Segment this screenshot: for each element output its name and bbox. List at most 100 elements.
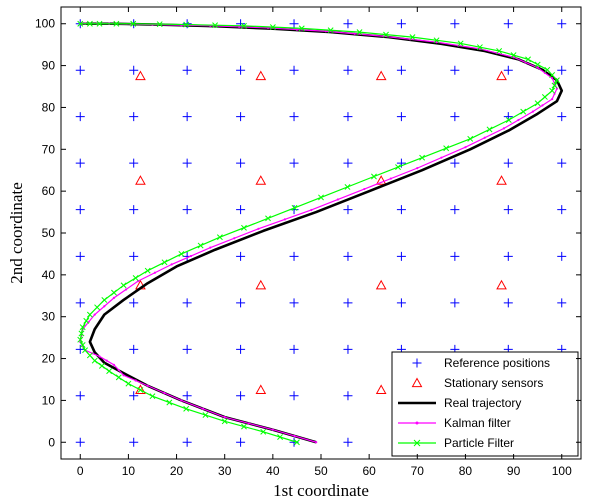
kalman-filter-point	[324, 30, 327, 33]
kalman-filter-point	[551, 77, 554, 80]
reference-position-marker	[182, 158, 192, 168]
particle-filter-point	[241, 224, 247, 231]
series-particle-filter	[77, 20, 560, 446]
reference-position-marker	[450, 158, 460, 168]
particle-filter-point	[525, 56, 531, 63]
reference-position-marker	[129, 65, 139, 75]
kalman-filter-point	[512, 56, 515, 59]
particle-filter-point	[178, 250, 185, 257]
reference-position-marker	[343, 205, 353, 215]
kalman-filter-point	[524, 61, 527, 64]
kalman-filter-point	[536, 66, 539, 69]
y-tick-label: 40	[42, 268, 56, 282]
reference-position-marker	[129, 391, 139, 401]
reference-position-marker	[396, 112, 406, 122]
reference-position-marker	[129, 158, 139, 168]
particle-filter-point	[94, 304, 101, 311]
reference-position-marker	[182, 298, 192, 308]
y-tick-label: 60	[42, 184, 56, 198]
particle-filter-point	[83, 317, 90, 324]
reference-position-marker	[396, 298, 406, 308]
kalman-filter-point	[440, 156, 443, 159]
particle-filter-point	[79, 342, 86, 348]
stationary-sensor-marker	[496, 175, 507, 185]
legend-entry: Real trajectory	[398, 396, 521, 410]
reference-position-marker	[289, 298, 299, 308]
kalman-filter-point	[233, 237, 236, 240]
reference-position-marker	[75, 65, 85, 75]
particle-filter-point	[318, 194, 324, 201]
y-tick-label: 0	[48, 435, 55, 449]
particle-filter-point	[183, 405, 190, 412]
kalman-filter-point	[310, 208, 313, 212]
x-axis-title: 1st coordinate	[273, 481, 369, 500]
y-tick-label: 70	[42, 142, 56, 156]
particle-filter-point	[541, 94, 548, 100]
particle-filter-point	[91, 357, 98, 364]
kalman-filter-point	[136, 280, 140, 283]
particle-filter-point	[79, 324, 86, 331]
reference-position-marker	[75, 344, 85, 354]
particle-filter-point	[496, 47, 503, 54]
particle-filter-point	[98, 362, 105, 369]
kalman-filter-point	[271, 428, 274, 431]
reference-position-marker	[343, 437, 353, 447]
reference-position-marker	[182, 391, 192, 401]
kalman-filter-point	[555, 87, 559, 90]
y-tick-label: 100	[35, 17, 55, 31]
kalman-filter-point	[122, 374, 125, 377]
particle-filter-point	[106, 368, 113, 375]
particle-filter-point	[86, 20, 93, 27]
reference-position-marker	[503, 19, 513, 29]
reference-position-marker	[396, 65, 406, 75]
particle-filter-point	[356, 29, 363, 36]
kalman-filter-point	[517, 118, 520, 122]
reference-position-marker	[557, 19, 567, 29]
reference-position-marker	[75, 158, 85, 168]
y-tick-label: 50	[42, 226, 56, 240]
reference-position-marker	[129, 344, 139, 354]
legend-swatch-marker	[415, 421, 419, 425]
reference-position-marker	[396, 19, 406, 29]
reference-position-marker	[182, 112, 192, 122]
particle-filter-point	[101, 297, 108, 303]
kalman-filter-point	[146, 384, 149, 387]
particle-filter-point	[202, 412, 209, 419]
x-tick-label: 90	[507, 464, 521, 478]
particle-filter-point	[327, 27, 334, 34]
stationary-sensor-marker	[375, 175, 387, 185]
reference-position-marker	[343, 391, 353, 401]
kalman-filter-point	[551, 97, 554, 101]
particle-filter-point	[277, 434, 284, 440]
reference-position-marker	[450, 112, 460, 122]
reference-position-marker	[450, 19, 460, 29]
particle-filter-point	[78, 330, 85, 337]
reference-position-marker	[236, 112, 246, 122]
reference-position-marker	[343, 298, 353, 308]
kalman-filter-point	[201, 407, 205, 410]
kalman-filter-point	[134, 379, 137, 382]
particle-filter-point	[183, 21, 190, 28]
particle-filter-point	[551, 82, 558, 89]
particle-filter-point	[125, 380, 132, 387]
stationary-sensor-marker	[255, 384, 267, 395]
reference-position-marker	[289, 391, 299, 401]
reference-position-marker	[289, 65, 299, 75]
particle-filter-point	[269, 24, 276, 31]
x-tick-label: 10	[122, 464, 136, 478]
kalman-filter-point	[435, 41, 438, 44]
particle-filter-point	[510, 52, 517, 59]
particle-filter-point	[241, 22, 247, 29]
legend-entry: Kalman filter	[398, 416, 511, 430]
axes-layer: 0 10 20 30 40 50 60 70 80 90 100 0 10 20 30 40 50 60 70 80 9…	[35, 6, 582, 478]
particle-filter-point	[166, 399, 173, 406]
x-tick-label: 40	[266, 464, 280, 478]
kalman-filter-point	[553, 92, 556, 95]
particle-filter-point	[77, 20, 84, 27]
reference-position-marker	[503, 251, 513, 261]
kalman-filter-point	[117, 368, 120, 372]
kalman-filter-point	[247, 422, 250, 425]
legend-label: Stationary sensors	[444, 376, 543, 390]
y-tick-label: 30	[42, 310, 56, 324]
